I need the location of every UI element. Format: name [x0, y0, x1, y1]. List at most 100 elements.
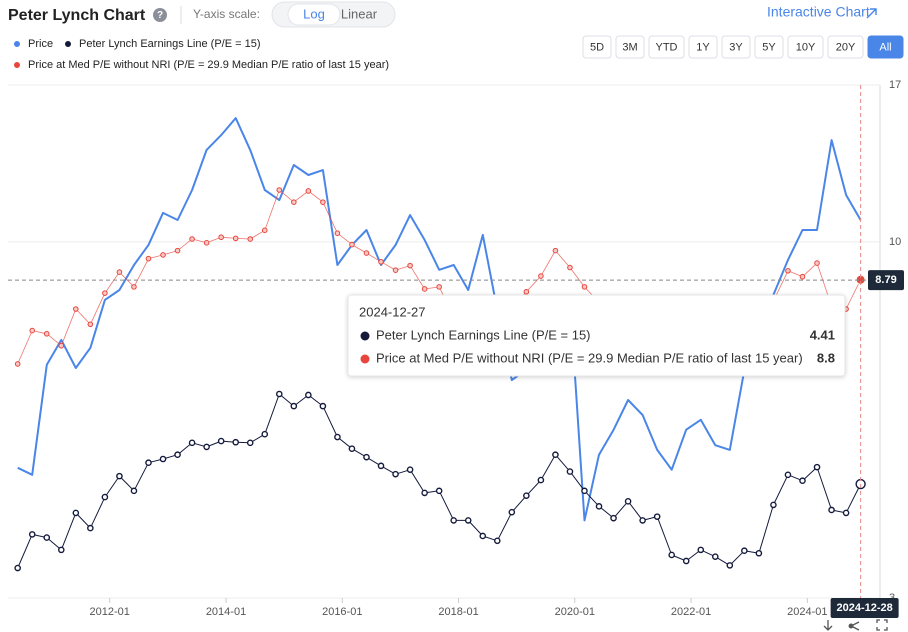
series-marker	[232, 235, 239, 242]
tooltip-marker	[360, 331, 370, 341]
series-marker	[334, 433, 341, 441]
x-tick-label: 2018-01	[438, 606, 478, 618]
legend-marker	[14, 41, 20, 47]
range-button[interactable]	[688, 35, 718, 59]
series-marker	[842, 509, 850, 517]
series-marker	[450, 517, 457, 524]
series-marker	[828, 506, 835, 514]
series-marker	[305, 391, 312, 399]
x-tick-label: 2020-01	[555, 606, 595, 618]
series-marker	[552, 451, 559, 459]
series-marker	[682, 557, 690, 565]
range-button[interactable]	[754, 35, 784, 59]
series-marker	[581, 487, 588, 495]
series-marker	[552, 247, 559, 254]
y-tick-label: 10	[889, 236, 901, 248]
series-marker	[406, 466, 414, 473]
tooltip-box	[347, 294, 846, 377]
series-marker	[43, 534, 51, 541]
series-marker	[624, 498, 632, 505]
crosshair-value-box	[868, 270, 904, 291]
series-marker	[799, 477, 806, 485]
range-button-label: YTD	[656, 41, 678, 53]
range-button[interactable]	[867, 35, 904, 59]
legend-marker	[14, 62, 20, 68]
series-marker	[392, 470, 399, 478]
series-marker	[363, 453, 370, 461]
tooltip-name: Peter Lynch Earnings Line (P/E = 15)	[376, 327, 591, 342]
series-marker	[145, 459, 152, 467]
series-marker	[319, 402, 327, 410]
range-button[interactable]	[787, 35, 824, 59]
series-marker	[145, 255, 152, 262]
series-marker	[610, 514, 617, 522]
series-marker	[653, 513, 661, 520]
series-marker	[538, 273, 544, 279]
series-marker	[566, 468, 574, 475]
series-marker	[174, 247, 181, 254]
series-marker	[131, 284, 137, 290]
legend-label: Price	[28, 38, 53, 50]
help-icon[interactable]	[153, 8, 167, 22]
series-marker	[741, 547, 748, 555]
scale-label: Y-axis scale:	[193, 7, 260, 21]
chart-title: Peter Lynch Chart	[8, 7, 146, 24]
series-marker	[57, 546, 65, 554]
series-marker	[595, 503, 603, 510]
series-marker	[770, 501, 777, 509]
series-marker	[668, 551, 675, 559]
series-marker	[421, 286, 428, 292]
series-marker	[349, 241, 355, 248]
series-marker	[537, 476, 545, 484]
series-marker	[203, 443, 210, 451]
series-marker	[87, 321, 94, 328]
range-button[interactable]	[582, 35, 612, 59]
help-icon-glyph: ?	[157, 10, 163, 21]
tooltip-marker	[360, 354, 370, 364]
series-marker	[87, 524, 94, 532]
series-marker	[276, 187, 283, 193]
series-marker	[813, 463, 821, 471]
download-icon[interactable]	[823, 620, 833, 631]
series-marker	[726, 562, 734, 569]
series-marker	[101, 493, 109, 501]
series-marker	[261, 430, 269, 438]
range-button[interactable]	[827, 35, 864, 59]
series-marker	[493, 537, 501, 545]
series-line	[17, 393, 862, 569]
y-tick-label: 17	[889, 79, 901, 91]
range-button[interactable]	[648, 35, 685, 59]
x-tick-label: 2016-01	[322, 606, 362, 618]
series-marker	[275, 390, 283, 398]
range-button[interactable]	[615, 35, 645, 59]
series-marker	[799, 273, 806, 280]
fullscreen-icon[interactable]	[876, 619, 888, 631]
series-marker	[247, 236, 254, 242]
series-line	[17, 117, 862, 522]
scale-option[interactable]: Linear	[341, 6, 378, 21]
scale-option-bg	[287, 3, 341, 26]
series-marker	[102, 290, 108, 296]
scale-option[interactable]: Log	[303, 6, 325, 21]
x-tick-label: 2022-01	[671, 606, 711, 618]
series-marker	[261, 227, 268, 234]
series-marker	[421, 489, 428, 497]
series-marker	[711, 553, 719, 560]
range-button-label: 1Y	[696, 41, 710, 53]
series-marker	[508, 508, 516, 516]
share-icon-lines	[850, 621, 860, 631]
interactive-chart-link[interactable]: Interactive Chart	[767, 4, 870, 20]
tooltip-date: 2024-12-27	[359, 304, 426, 319]
series-marker	[29, 327, 36, 334]
range-button-label: 3Y	[729, 41, 743, 53]
series-marker	[363, 250, 370, 256]
x-tick-label: 2024-01	[787, 606, 827, 618]
series-marker	[203, 240, 210, 246]
series-marker	[116, 269, 123, 275]
series-marker	[523, 288, 530, 295]
series-marker	[291, 199, 297, 205]
range-button[interactable]	[721, 35, 751, 59]
series-marker	[14, 564, 21, 572]
range-button-label: 5Y	[762, 41, 776, 53]
